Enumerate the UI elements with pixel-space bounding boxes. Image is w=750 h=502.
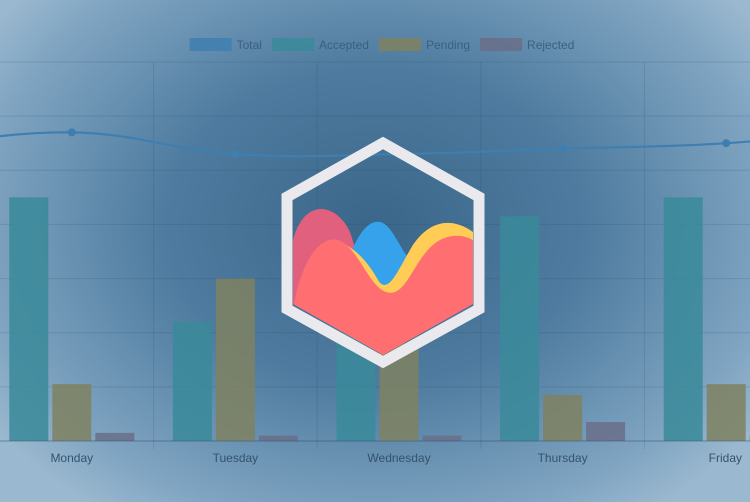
legend-label-accepted[interactable]: Accepted <box>319 38 369 52</box>
point-total-thursday <box>558 144 567 153</box>
bars <box>9 197 750 441</box>
x-axis: Monday Tuesday Wednesday Thursday Friday <box>0 440 750 465</box>
bar-pending-tuesday <box>215 278 255 441</box>
bar-accepted-friday <box>663 197 703 441</box>
x-tick-label: Wednesday <box>367 451 430 465</box>
x-tick-label: Thursday <box>538 451 588 465</box>
legend: Total Accepted Pending Rejected <box>189 38 574 52</box>
legend-swatch-rejected[interactable] <box>480 38 523 51</box>
logo-hexagon-frame <box>281 136 485 369</box>
legend-swatch-pending[interactable] <box>378 38 421 51</box>
legend-swatch-accepted[interactable] <box>271 38 314 51</box>
legend-label-pending[interactable]: Pending <box>426 38 470 52</box>
bar-rejected-thursday <box>586 422 626 441</box>
legend-label-total[interactable]: Total <box>237 38 262 52</box>
bar-rejected-monday <box>95 432 135 441</box>
bar-pending-friday <box>706 384 746 441</box>
x-tick-label: Friday <box>709 451 742 465</box>
bar-rejected-wednesday <box>422 435 462 441</box>
bar-accepted-tuesday <box>172 321 212 441</box>
bar-accepted-monday <box>9 197 49 441</box>
bar-pending-thursday <box>543 394 583 441</box>
point-total-monday <box>67 128 76 137</box>
point-total-tuesday <box>231 150 240 159</box>
legend-label-rejected[interactable]: Rejected <box>527 38 574 52</box>
bar-pending-monday <box>52 384 92 441</box>
point-total-friday <box>722 139 731 148</box>
bar-accepted-thursday <box>500 216 540 441</box>
bar-rejected-tuesday <box>258 435 298 441</box>
legend-swatch-total[interactable] <box>189 38 232 51</box>
x-tick-label: Tuesday <box>213 451 259 465</box>
x-tick-label: Monday <box>50 451 93 465</box>
